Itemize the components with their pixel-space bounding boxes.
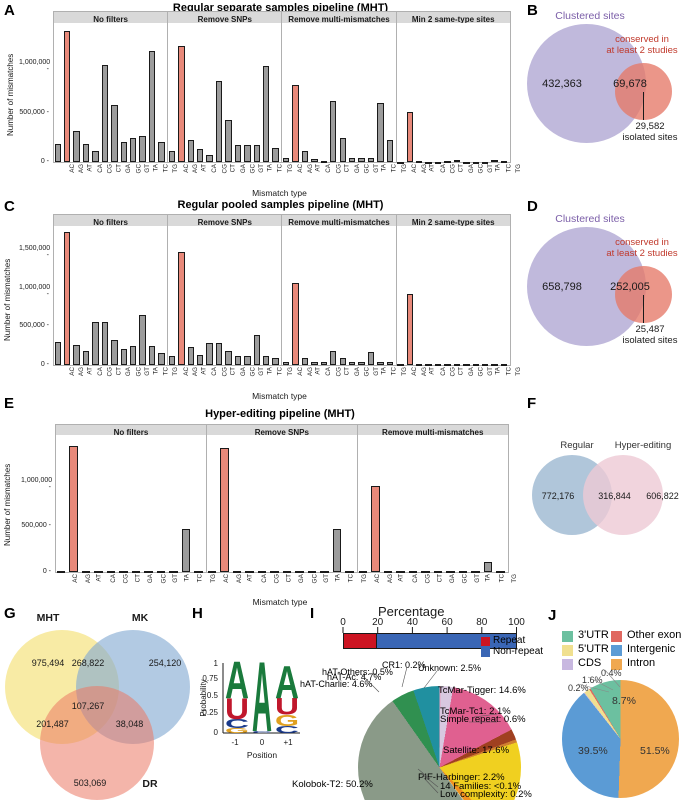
svg-text:U: U	[225, 694, 249, 726]
svg-text:C: C	[225, 716, 249, 731]
svg-text:-1: -1	[231, 738, 239, 747]
svg-text:100: 100	[508, 617, 525, 628]
svg-text:A: A	[275, 656, 299, 708]
svg-text:A: A	[225, 653, 249, 711]
svg-text:+1: +1	[283, 738, 293, 747]
svg-text:80: 80	[476, 617, 488, 628]
svg-text:U: U	[275, 694, 299, 721]
svg-text:Probability: Probability	[199, 679, 208, 716]
svg-text:1: 1	[214, 659, 219, 668]
svg-text:C: C	[252, 730, 280, 734]
svg-text:0: 0	[214, 728, 219, 737]
svg-text:0: 0	[260, 738, 265, 747]
svg-text:G: G	[225, 728, 249, 735]
svg-text:0.25: 0.25	[202, 708, 218, 717]
svg-text:G: G	[275, 713, 299, 730]
svg-text:0: 0	[340, 617, 346, 628]
svg-text:A: A	[252, 642, 272, 753]
svg-text:0.5: 0.5	[207, 691, 219, 700]
svg-text:0.75: 0.75	[202, 674, 218, 683]
svg-text:Position: Position	[247, 750, 278, 760]
svg-text:C: C	[275, 725, 299, 736]
